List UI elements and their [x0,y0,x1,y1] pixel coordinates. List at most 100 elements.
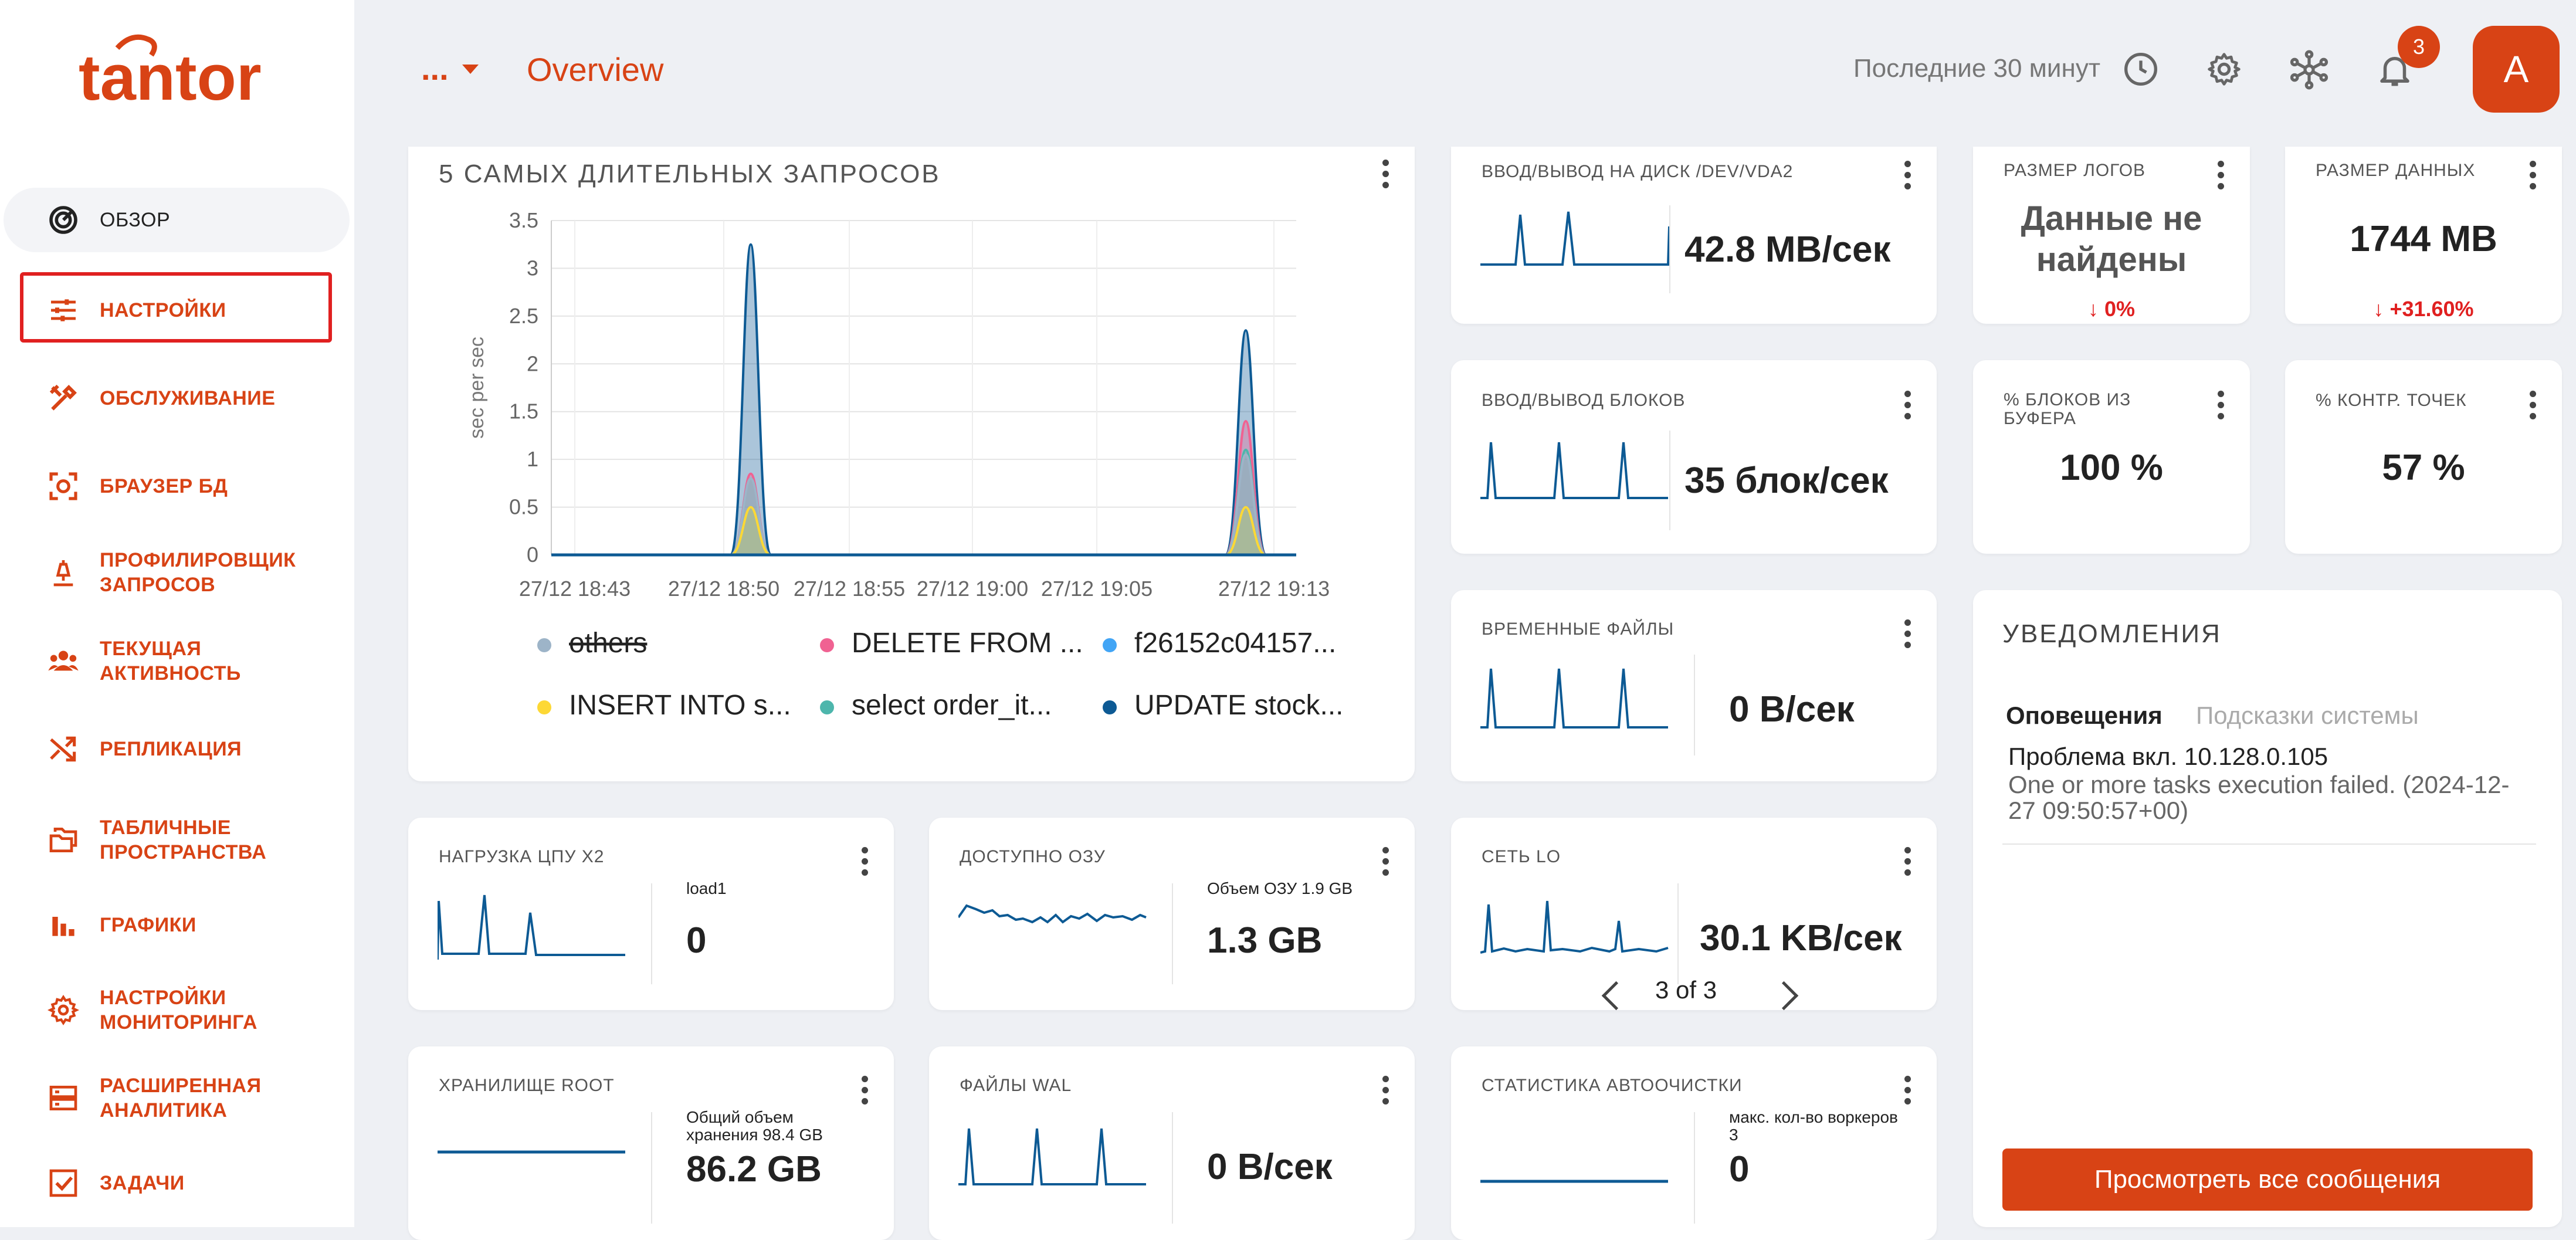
more-vert-icon[interactable] [1902,847,1913,882]
block-io-sparkline [1480,442,1668,499]
cpu-sparkline [438,895,625,960]
card-title: РАЗМЕР ЛОГОВ [2004,161,2146,180]
divider [1677,883,1679,984]
more-vert-icon[interactable] [2527,391,2538,426]
card-title: РАЗМЕР ДАННЫХ [2316,161,2476,180]
cpu-value: 0 [686,920,707,961]
disk-io-sparkline [1480,211,1670,266]
tab-system-hints[interactable]: Подсказки системы [2196,702,2419,729]
sidebar-item-2[interactable]: ОБСЛУЖИВАНИЕ [0,366,354,431]
legend-swatch [1103,700,1117,714]
more-vert-icon[interactable] [2215,391,2226,426]
sidebar-item-label: ТАБЛИЧНЫЕ ПРОСТРАНСТВА [100,816,267,863]
more-vert-icon[interactable] [1902,391,1913,426]
divider [1694,655,1695,755]
more-vert-icon[interactable] [1379,1076,1391,1111]
sidebar-item-3[interactable]: БРАУЗЕР БД [0,454,354,519]
sidebar-item-label: ЗАДАЧИ [100,1172,185,1194]
legend-entry[interactable]: UPDATE stock... [1134,690,1344,721]
legend-entry[interactable]: INSERT INTO s... [569,690,791,721]
tantor-logo[interactable]: tantor [76,29,270,111]
wal-sparkline [958,1128,1146,1185]
legend-entry[interactable]: DELETE FROM ... [852,628,1083,659]
sidebar-item-1[interactable]: НАСТРОЙКИ [0,278,354,343]
more-vert-icon[interactable] [859,847,870,882]
legend-entry[interactable]: others [569,628,647,659]
chevron-left-icon[interactable] [1601,981,1631,1011]
y-tick-label: 0 [527,543,538,567]
series-area-0 [1225,453,1267,556]
log-size-change: ↓ 0% [2087,297,2136,321]
user-avatar[interactable]: A [2473,26,2560,113]
chevron-down-icon[interactable] [462,65,479,74]
server-icon [49,1086,77,1110]
top-queries-chart: 0 0.5 1 1.5 2 2.5 3 3.5 27/12 18:43 27/12 18:50 27… [466,208,1344,721]
data-size-value: 1744 MB [2350,219,2497,259]
top-queries-card: 5 САМЫХ ДЛИТЕЛЬНЫХ ЗАПРОСОВ 0 0.5 1 1.5 2 2.5… [408,147,1415,781]
storage-sub-label: Общий объем хранения 98.4 GB [686,1108,823,1144]
divider [651,1112,652,1224]
more-vert-icon[interactable] [1902,619,1913,655]
log-size-card: РАЗМЕР ЛОГОВ Данные не найдены ↓ 0% [1973,147,2250,324]
view-all-messages-button[interactable]: Просмотреть все сообщения [2002,1148,2533,1211]
sidebar-item-8[interactable]: ГРАФИКИ [0,893,354,957]
more-vert-icon[interactable] [2527,161,2538,196]
sidebar-item-6[interactable]: РЕПЛИКАЦИЯ [0,717,354,781]
sidebar-item-9[interactable]: НАСТРОЙКИ МОНИТОРИНГА [0,975,354,1045]
card-title: % БЛОКОВ ИЗ БУФЕРА [2004,390,2131,428]
card-title: СЕТЬ LO [1482,847,1561,866]
legend-swatch [1103,638,1117,652]
bell-icon[interactable] [2375,50,2414,89]
gear-icon[interactable] [2205,50,2243,88]
legend-entry[interactable]: f26152c04157... [1134,628,1336,659]
divider [1694,1112,1695,1224]
sidebar-item-11[interactable]: ЗАДАЧИ [0,1151,354,1215]
sidebar-item-label: ГРАФИКИ [100,914,196,936]
y-tick-label: 1 [527,447,538,471]
clock-icon[interactable] [2122,50,2160,88]
legend-swatch [537,638,551,652]
legend-entry[interactable]: select order_it... [852,690,1052,721]
sidebar-item-label: РАСШИРЕННАЯ АНАЛИТИКА [100,1075,262,1122]
pager-label: 3 of 3 [1655,976,1717,1004]
more-vert-icon[interactable] [1379,847,1391,882]
ram-sparkline [958,904,1147,924]
more-vert-icon[interactable] [1902,1076,1913,1111]
block-io-card: ВВОД/ВЫВОД БЛОКОВ 35 блок/сек [1451,360,1937,554]
autovacuum-sparkline [1480,1180,1668,1183]
sidebar-item-0[interactable]: ОБЗОР [0,188,354,252]
more-vert-icon[interactable] [1379,160,1391,195]
autovacuum-sub-label: макс. кол-во воркеров 3 [1729,1108,1898,1144]
log-size-change-value: 0% [2104,297,2136,321]
card-title: ФАЙЛЫ WAL [960,1076,1072,1095]
tab-alerts[interactable]: Оповещения [2006,702,2163,729]
more-vert-icon[interactable] [2215,161,2226,196]
context-selector[interactable]: ... [421,50,449,87]
time-range-label[interactable]: Последние 30 минут [1853,54,2100,83]
cpu-card: НАГРУЗКА ЦПУ X2 load1 0 [408,818,894,1010]
autovacuum-value: 0 [1729,1149,1750,1190]
y-tick-label: 0.5 [509,495,538,519]
cpu-sub-label: load1 [686,879,727,897]
more-vert-icon[interactable] [859,1076,870,1111]
sidebar-item-4[interactable]: ПРОФИЛИРОВЩИК ЗАПРОСОВ [0,537,354,608]
sidebar-item-label: БРАУЗЕР БД [100,475,228,497]
notifications-title: УВЕДОМЛЕНИЯ [2002,619,2222,648]
divider [651,883,652,984]
more-vert-icon[interactable] [1902,161,1913,196]
chevron-right-icon[interactable] [1769,981,1799,1011]
notification-title[interactable]: Проблема вкл. 10.128.0.105 [2008,743,2328,770]
gear-icon [47,994,80,1026]
y-tick-label: 1.5 [509,399,538,424]
sidebar-item-7[interactable]: ТАБЛИЧНЫЕ ПРОСТРАНСТВА [0,805,354,875]
buffer-hit-value: 100 % [2060,448,2163,488]
network-icon[interactable] [2289,49,2330,90]
series-area-3 [730,506,771,556]
settings-highlight-box [20,272,332,343]
folders-icon [49,828,77,852]
notification-body: One or more tasks execution failed. (202… [2008,771,2510,824]
x-tick-label: 27/12 18:50 [668,577,779,601]
sidebar-item-10[interactable]: РАСШИРЕННАЯ АНАЛИТИКА [0,1063,354,1133]
sidebar-item-5[interactable]: ТЕКУЩАЯ АКТИВНОСТЬ [0,629,354,693]
card-title: НАГРУЗКА ЦПУ X2 [439,847,605,866]
